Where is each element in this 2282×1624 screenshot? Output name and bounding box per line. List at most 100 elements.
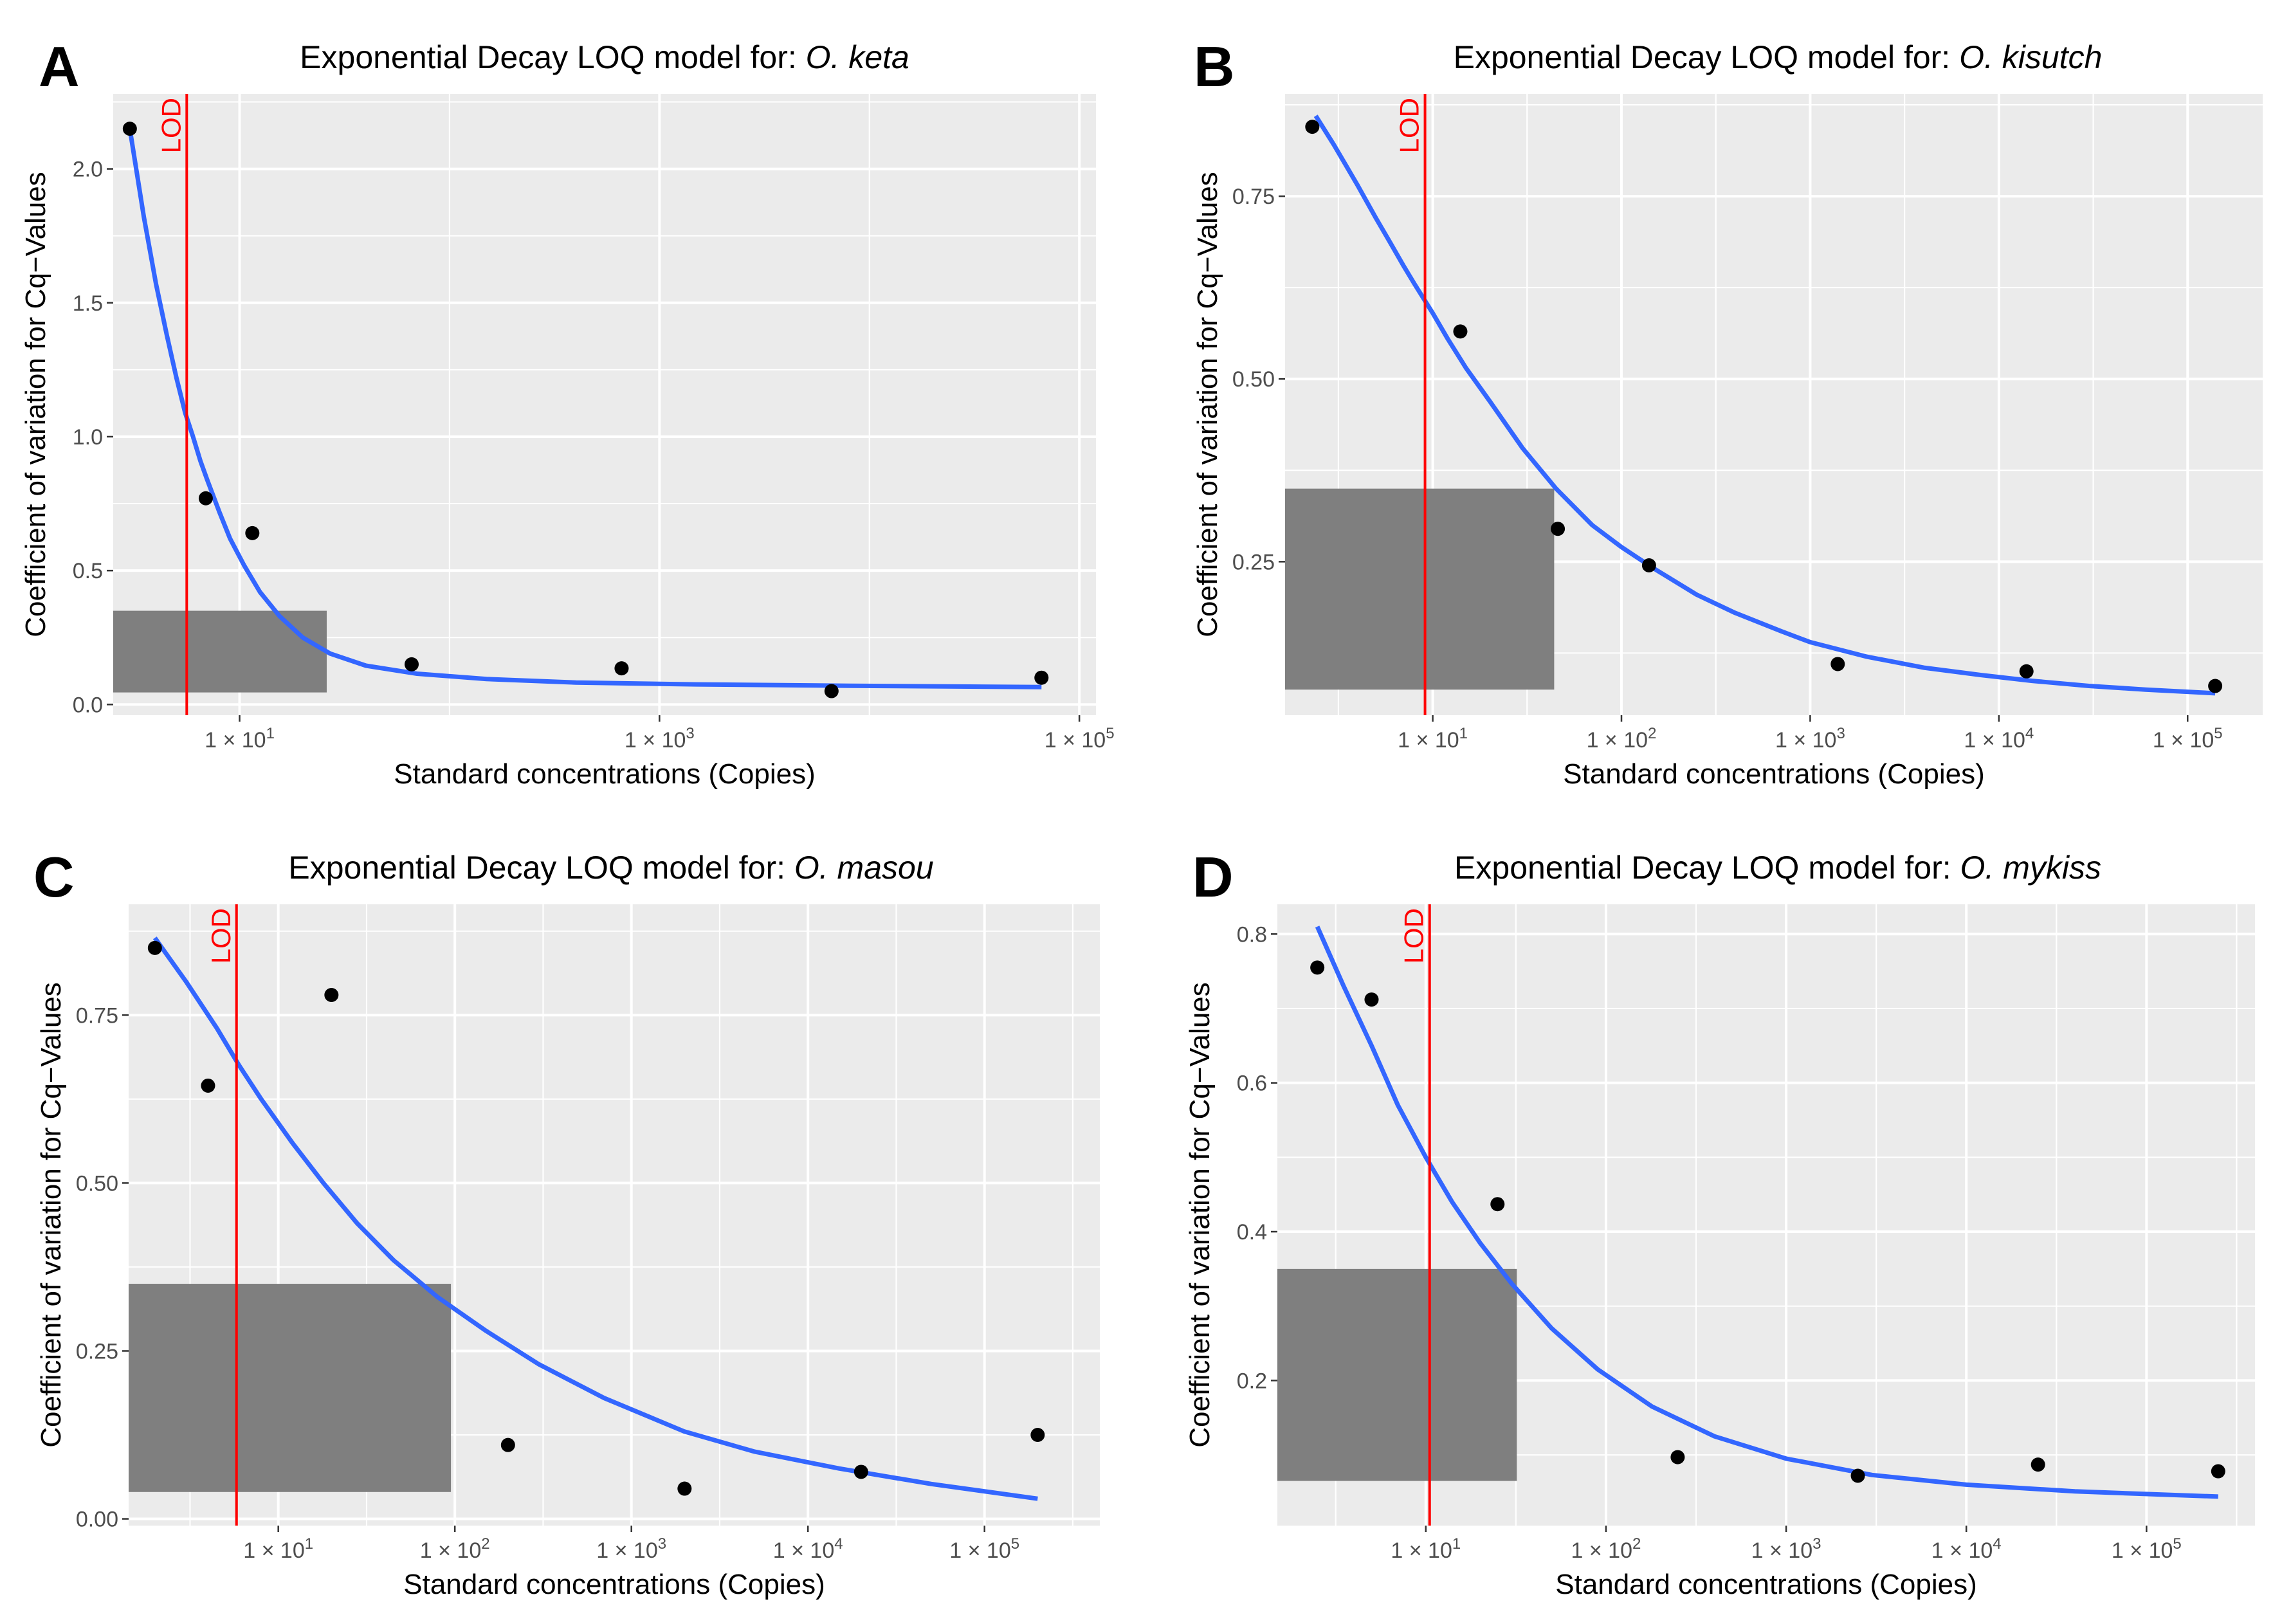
x-tick-label: 1 × 103: [596, 1535, 666, 1563]
fit-curve-line: [127, 128, 1042, 689]
x-tick-label: 1 × 104: [1964, 725, 2034, 753]
x-tick-label: 1 × 104: [1931, 1535, 2002, 1563]
x-axis-title: Standard concentrations (Copies): [403, 1569, 825, 1600]
fit-curve-line: [1313, 114, 2216, 696]
y-tick-label: 0.75: [76, 1003, 118, 1028]
x-tick-label: 1 × 102: [1587, 725, 1657, 753]
x-axis-title: Standard concentrations (Copies): [394, 758, 815, 790]
y-tick-label: 0.8: [1237, 922, 1267, 947]
chart-svg-d: LOD 1 × 101 1 × 102 1 × 103 1 × 104 1 × 105 0.…: [1184, 845, 2255, 1600]
x-tick-label: 1 × 101: [1398, 725, 1468, 753]
y-tick-label: 0.25: [1232, 550, 1275, 574]
chart-title: Exponential Decay LOQ model for: O. keta: [300, 39, 909, 75]
panel-letter: B: [1194, 35, 1235, 98]
y-tick-label: 2.0: [73, 158, 103, 182]
chart-svg-b: LOD 1 × 101 1 × 102 1 × 103 1 × 104 1 × 105 0.…: [1192, 35, 2263, 790]
data-point: [405, 657, 419, 671]
chart-title: Exponential Decay LOQ model for: O. myki…: [1454, 850, 2101, 886]
chart-title-prefix: Exponential Decay LOQ model for:: [1454, 850, 1960, 886]
data-point: [324, 987, 339, 1002]
chart-title-species: O. mykiss: [1960, 850, 2101, 886]
chart-panel-a: LOD 1 × 101 1 × 103 1 × 105 0.0 0.5 1.0 1.5 2.0 S…: [0, 0, 1141, 810]
chart-svg-c: LOD 1 × 101 1 × 102 1 × 103 1 × 104 1 × 105 0.…: [33, 845, 1100, 1600]
data-point: [2031, 1457, 2045, 1472]
data-point: [1830, 657, 1845, 671]
x-axis-title: Standard concentrations (Copies): [1555, 1569, 1976, 1600]
y-tick-label: 0.50: [1232, 367, 1275, 392]
x-tick-label: 1 × 101: [1391, 1535, 1461, 1563]
x-tick-label: 1 × 101: [205, 725, 275, 753]
y-tick-label: 0.4: [1237, 1220, 1267, 1245]
x-tick-label: 1 × 105: [2112, 1535, 2182, 1563]
x-axis-title: Standard concentrations (Copies): [1563, 758, 1984, 790]
chart-svg-a: LOD 1 × 101 1 × 103 1 × 105 0.0 0.5 1.0 1.5 2.0 S…: [20, 35, 1115, 790]
grid-lines: [129, 904, 1100, 1526]
loq-region-box: [113, 610, 327, 693]
x-tick-label: 1 × 103: [1751, 1535, 1821, 1563]
data-point: [1490, 1197, 1505, 1212]
data-point: [1310, 960, 1325, 975]
loq-region-box: [129, 1284, 452, 1492]
data-point: [500, 1437, 515, 1452]
chart-title-prefix: Exponential Decay LOQ model for:: [288, 850, 794, 886]
chart-panel-c: LOD 1 × 101 1 × 102 1 × 103 1 × 104 1 × 105 0.…: [0, 810, 1141, 1621]
y-axis-title: Coefficient of variation for Cq−Values: [1192, 172, 1223, 637]
y-tick-label: 0.2: [1237, 1369, 1267, 1393]
fit-curve-line: [1315, 926, 2218, 1499]
y-tick-label: 1.5: [73, 291, 103, 316]
data-point: [2208, 679, 2223, 693]
y-tick-label: 0.5: [73, 559, 103, 583]
y-axis-title: Coefficient of variation for Cq−Values: [35, 982, 67, 1448]
x-tick-label: 1 × 105: [949, 1535, 1019, 1563]
lod-label: LOD: [206, 908, 236, 963]
loq-region-box: [1277, 1268, 1517, 1481]
chart-title-species: O. kisutch: [1959, 39, 2102, 75]
lod-label: LOD: [156, 98, 186, 153]
data-point: [1034, 670, 1049, 685]
y-axis-title: Coefficient of variation for Cq−Values: [1184, 982, 1216, 1448]
y-tick-label: 0.00: [76, 1508, 118, 1532]
chart-panel-b: LOD 1 × 101 1 × 102 1 × 103 1 × 104 1 × 105 0.…: [1141, 0, 2282, 810]
chart-title: Exponential Decay LOQ model for: O. maso…: [288, 850, 933, 886]
x-tick-label: 1 × 103: [1775, 725, 1845, 753]
x-tick-label: 1 × 102: [1571, 1535, 1641, 1563]
data-point: [147, 940, 162, 955]
y-tick-label: 0.25: [76, 1339, 118, 1364]
y-tick-label: 1.0: [73, 425, 103, 450]
x-tick-label: 1 × 103: [625, 725, 695, 753]
data-point: [1030, 1428, 1045, 1443]
x-tick-label: 1 × 102: [420, 1535, 490, 1563]
data-point: [824, 684, 839, 698]
data-point: [122, 122, 137, 136]
data-point: [1305, 120, 1320, 134]
x-tick-label: 1 × 105: [2153, 725, 2223, 753]
x-tick-label: 1 × 101: [243, 1535, 313, 1563]
data-point: [1670, 1450, 1685, 1464]
y-tick-label: 0.6: [1237, 1072, 1267, 1096]
chart-title-prefix: Exponential Decay LOQ model for:: [1454, 39, 1960, 75]
data-point: [2019, 664, 2034, 679]
data-point: [614, 661, 629, 676]
chart-title-species: O. keta: [806, 39, 909, 75]
loq-region-box: [1285, 488, 1555, 690]
data-point: [198, 491, 213, 506]
panel-letter: C: [33, 845, 75, 909]
y-tick-label: 0.50: [76, 1171, 118, 1196]
chart-title-prefix: Exponential Decay LOQ model for:: [300, 39, 806, 75]
data-point: [1364, 992, 1379, 1007]
panel-letter: A: [39, 35, 80, 98]
data-point: [1641, 558, 1656, 573]
chart-title-species: O. masou: [794, 850, 934, 886]
data-point: [677, 1481, 692, 1496]
y-tick-label: 0.75: [1232, 185, 1275, 209]
lod-label: LOD: [1394, 98, 1425, 153]
grid-lines: [113, 94, 1096, 715]
data-point: [1453, 324, 1468, 339]
chart-title: Exponential Decay LOQ model for: O. kisu…: [1454, 39, 2103, 75]
x-tick-label: 1 × 104: [773, 1535, 843, 1563]
data-point: [1551, 522, 1565, 536]
y-tick-label: 0.0: [73, 693, 103, 717]
data-point: [1850, 1468, 1865, 1483]
lod-label: LOD: [1399, 908, 1429, 963]
chart-panel-d: LOD 1 × 101 1 × 102 1 × 103 1 × 104 1 × 105 0.…: [1141, 810, 2282, 1621]
